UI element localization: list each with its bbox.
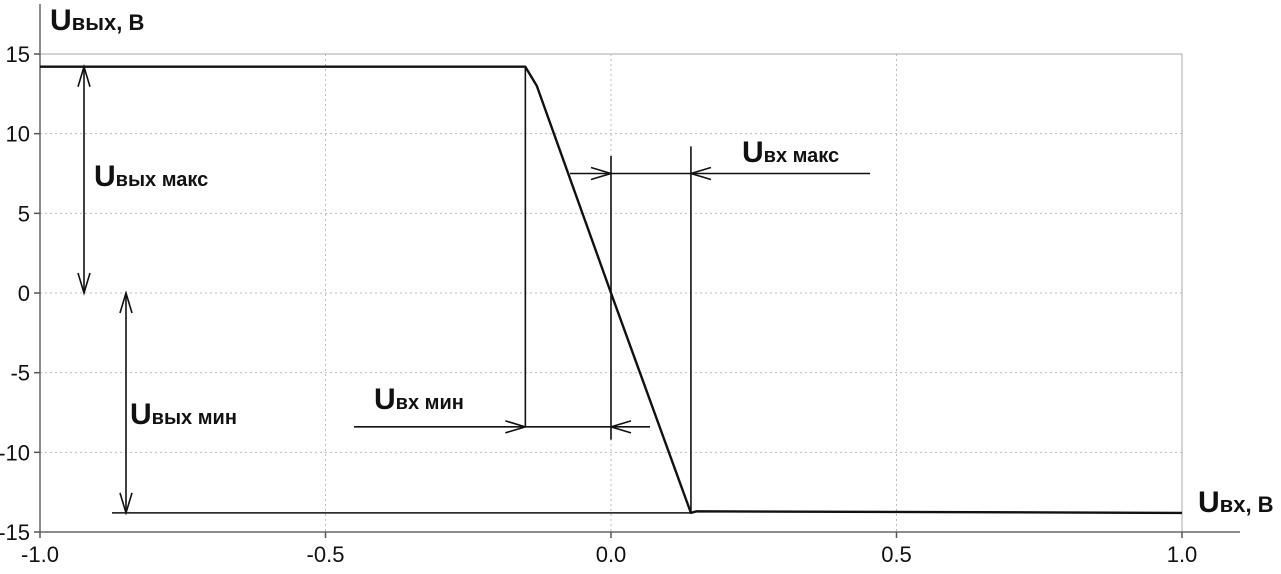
y-tick-label: 5 <box>18 201 30 226</box>
y-tick-label: 15 <box>6 42 30 67</box>
label-uvyh-min: Uвых мин <box>130 398 237 431</box>
label-uvh-maks: Uвх макс <box>742 136 839 169</box>
arrow-head <box>688 166 712 181</box>
x-axis-title: Uвх, В <box>1198 486 1274 519</box>
label-uvyh-maks: Uвых макс <box>94 160 208 193</box>
arrow-head <box>590 166 614 181</box>
y-tick-label: -15 <box>0 520 30 545</box>
arrow-head <box>77 63 91 87</box>
arrow-head <box>119 290 133 314</box>
tick-labels: 15 10 5 0 -5 -10 -15-1.0 -0.5 0.0 0.5 1.0 <box>0 42 1197 567</box>
x-tick-label: -0.5 <box>307 542 345 567</box>
y-tick-label: -5 <box>10 361 30 386</box>
annotations <box>77 63 870 516</box>
arrow-head <box>77 272 91 296</box>
y-tick-label: 0 <box>18 281 30 306</box>
y-tick-label: -10 <box>0 440 30 465</box>
x-tick-label: 0.5 <box>881 542 912 567</box>
label-uvh-min: Uвх мин <box>374 383 464 416</box>
x-tick-label: 1.0 <box>1167 542 1198 567</box>
x-tick-label: -1.0 <box>21 542 59 567</box>
y-axis-title: Uвых, В <box>50 4 144 37</box>
plot-frame <box>34 4 1240 538</box>
arrow-head <box>505 420 529 434</box>
y-tick-label: 10 <box>6 122 30 147</box>
arrow-head <box>608 420 632 434</box>
x-tick-label: 0.0 <box>596 542 627 567</box>
